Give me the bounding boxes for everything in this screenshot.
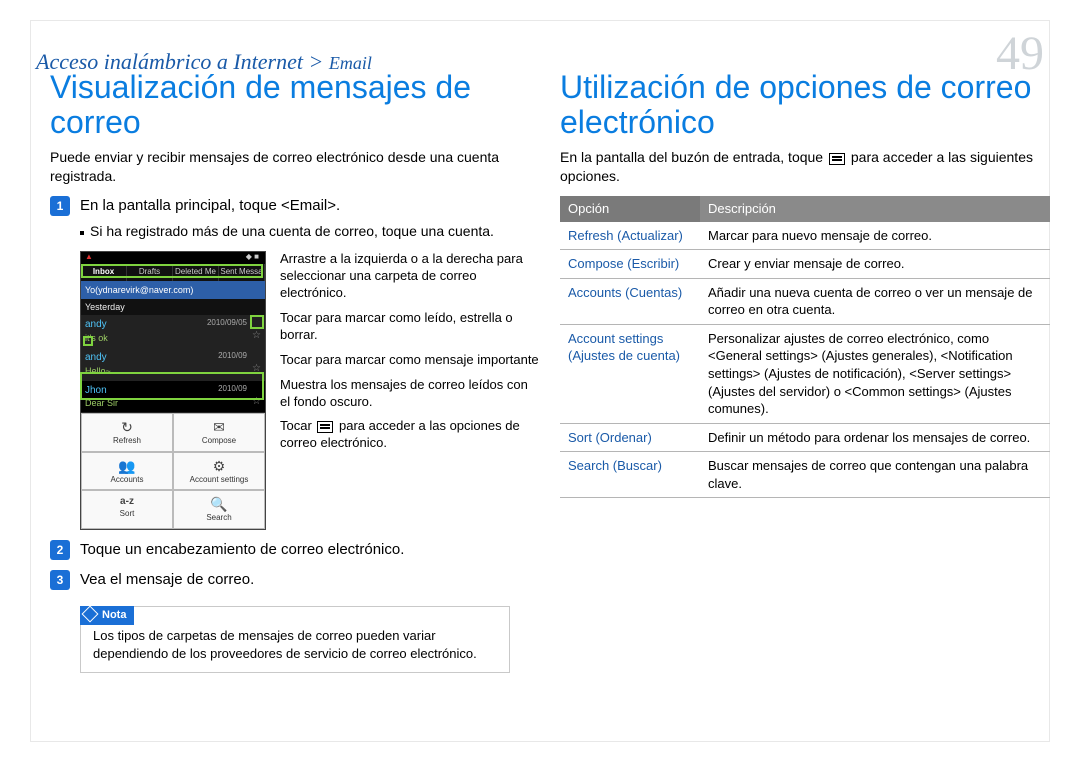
menu-icon [829,153,845,165]
day-separator: Yesterday [81,299,265,315]
right-intro-a: En la pantalla del buzón de entrada, toq… [560,149,827,165]
callouts: Arrastre a la izquierda o a la derecha p… [280,251,540,460]
opt-desc: Marcar para nuevo mensaje de correo. [700,222,1050,250]
note-box: Nota Los tipos de carpetas de mensajes d… [80,606,510,673]
check-icon [82,606,99,623]
options-table: Opción Descripción Refresh (Actualizar)M… [560,196,1050,498]
left-intro: Puede enviar y recibir mensajes de corre… [50,148,540,186]
step-3-text: Vea el mensaje de correo. [80,570,254,590]
refresh-icon: ↻ [82,420,172,434]
left-column: Visualización de mensajes de correo Pued… [50,70,540,673]
note-body: Los tipos de carpetas de mensajes de cor… [93,627,497,662]
account-bar: Yo(ydnarevirk@naver.com) [81,281,265,299]
callout-3: Tocar para marcar como mensaje important… [280,352,540,369]
right-column: Utilización de opciones de correo electr… [560,70,1050,498]
table-header-row: Opción Descripción [560,196,1050,222]
btn-label: Account settings [190,475,249,484]
btn-label: Search [206,513,231,522]
step-2: 2 Toque un encabezamiento de correo elec… [50,540,540,560]
preview: Hello~ [85,365,261,377]
message-row[interactable]: andy Hello~ 2010/09 ☆ [81,348,265,381]
opt-desc: Personalizar ajustes de correo electróni… [700,324,1050,423]
opt-name: Sort (Ordenar) [560,423,700,452]
step-3: 3 Vea el mensaje de correo. [50,570,540,590]
step-1-sub-text: Si ha registrado más de una cuenta de co… [90,223,494,239]
callout-5: Tocar para acceder a las opciones de cor… [280,418,540,452]
btn-sort[interactable]: a-z Sort [81,490,173,529]
status-bar [81,252,265,264]
right-title: Utilización de opciones de correo electr… [560,70,1050,140]
star-icon[interactable]: ☆ [252,329,261,343]
figure-row: Inbox Drafts Deleted Me Sent Messa Yo(yd… [80,251,540,530]
step-1-sub: Si ha registrado más de una cuenta de co… [80,222,540,241]
phone-mockup: Inbox Drafts Deleted Me Sent Messa Yo(yd… [80,251,266,530]
btn-label: Sort [120,509,135,518]
btn-label: Compose [202,436,236,445]
opt-name: Search (Buscar) [560,452,700,498]
callout-5b: para acceder a las opciones de correo el… [280,418,520,450]
menu-icon [317,421,333,433]
sort-icon: a-z [82,497,172,507]
btn-label: Accounts [111,475,144,484]
opt-desc: Añadir una nueva cuenta de correo o ver … [700,278,1050,324]
message-row-read[interactable]: Jhon Dear Sir 2010/09 ☆ [81,381,265,414]
table-row: Sort (Ordenar)Definir un método para ord… [560,423,1050,452]
note-tag: Nota [80,606,134,625]
message-row[interactable]: andy it's ok 2010/09/05 ☆ [81,315,265,348]
table-row: Search (Buscar)Buscar mensajes de correo… [560,452,1050,498]
folder-tabs: Inbox Drafts Deleted Me Sent Messa [81,264,265,281]
step-number-icon: 2 [50,540,70,560]
th-description: Descripción [700,196,1050,222]
step-1: 1 En la pantalla principal, toque <Email… [50,196,540,216]
options-grid: ↻ Refresh ✉ Compose 👥 Accounts ⚙ Account set… [81,413,265,529]
btn-label: Refresh [113,436,141,445]
date: 2010/09 [218,351,247,362]
step-number-icon: 1 [50,196,70,216]
th-option: Opción [560,196,700,222]
date: 2010/09/05 [207,318,247,329]
callout-2: Tocar para marcar como leído, estrella o… [280,310,540,344]
gear-icon: ⚙ [174,459,264,473]
opt-desc: Definir un método para ordenar los mensa… [700,423,1050,452]
star-icon[interactable]: ☆ [252,362,261,376]
compose-icon: ✉ [174,420,264,434]
opt-name: Account settings (Ajustes de cuenta) [560,324,700,423]
tab-inbox[interactable]: Inbox [81,264,127,281]
btn-compose[interactable]: ✉ Compose [173,413,265,452]
callout-1: Arrastre a la izquierda o a la derecha p… [280,251,540,302]
step-1-text: En la pantalla principal, toque <Email>. [80,196,340,216]
date: 2010/09 [218,384,247,395]
star-icon[interactable]: ☆ [252,395,261,409]
accounts-icon: 👥 [82,459,172,473]
table-row: Account settings (Ajustes de cuenta)Pers… [560,324,1050,423]
opt-desc: Buscar mensajes de correo que contengan … [700,452,1050,498]
search-icon: 🔍 [174,497,264,511]
opt-name: Accounts (Cuentas) [560,278,700,324]
callout-4: Muestra los mensajes de correo leídos co… [280,377,540,411]
btn-search[interactable]: 🔍 Search [173,490,265,529]
btn-accounts[interactable]: 👥 Accounts [81,452,173,491]
step-number-icon: 3 [50,570,70,590]
preview: it's ok [85,332,261,344]
table-row: Refresh (Actualizar)Marcar para nuevo me… [560,222,1050,250]
step-2-text: Toque un encabezamiento de correo electr… [80,540,404,560]
opt-name: Compose (Escribir) [560,250,700,279]
preview: Dear Sir [85,397,261,409]
opt-name: Refresh (Actualizar) [560,222,700,250]
right-intro: En la pantalla del buzón de entrada, toq… [560,148,1050,186]
left-title: Visualización de mensajes de correo [50,70,540,140]
tab-sent[interactable]: Sent Messa [219,264,265,281]
btn-refresh[interactable]: ↻ Refresh [81,413,173,452]
note-label: Nota [102,609,126,621]
table-row: Accounts (Cuentas)Añadir una nueva cuent… [560,278,1050,324]
callout-5a: Tocar [280,418,315,433]
tab-drafts[interactable]: Drafts [127,264,173,281]
btn-account-settings[interactable]: ⚙ Account settings [173,452,265,491]
tab-deleted[interactable]: Deleted Me [173,264,219,281]
table-row: Compose (Escribir)Crear y enviar mensaje… [560,250,1050,279]
opt-desc: Crear y enviar mensaje de correo. [700,250,1050,279]
